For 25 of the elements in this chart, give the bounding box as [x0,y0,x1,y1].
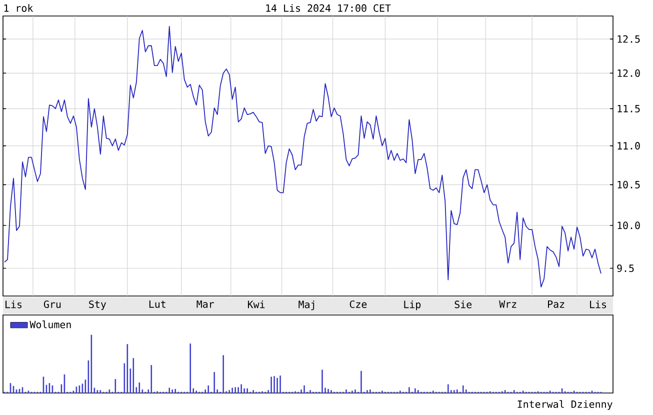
text: Interwal Dzienny [518,400,612,410]
x-tick-label: Cze [350,300,367,308]
chart-subtitle: 14 Lis 2024 17:00 CET [266,4,391,12]
x-tick-label: Kwi [248,300,265,308]
x-tick-label: Lut [149,300,166,308]
x-tick-label: Paz [548,300,564,308]
y-tick-label: 11.0 [618,142,640,150]
x-tick-label: Lis [6,300,22,308]
x-tick-label: Lip [404,300,421,310]
y-tick-label: 12.0 [618,69,640,77]
y-tick-label: 11.5 [618,104,640,112]
chart-title: 1 rok [4,4,34,12]
y-tick-label: 12.5 [618,35,640,43]
legend-label: Wolumen [30,320,71,328]
line-series [4,26,602,288]
x-tick-label: Wrz [499,300,516,308]
x-tick-label: Lis [590,300,606,308]
x-tick-label: Sty [89,300,106,310]
x-tick-label: Sie [454,300,472,308]
y-tick-label: 9.5 [617,264,634,272]
x-tick-label: Mar [196,300,214,308]
x-tick-label: Maj [298,300,314,310]
x-tick-label: Gru [44,300,61,308]
y-tick-label: 10.0 [618,222,640,230]
y-tick-label: 10.5 [618,180,640,188]
